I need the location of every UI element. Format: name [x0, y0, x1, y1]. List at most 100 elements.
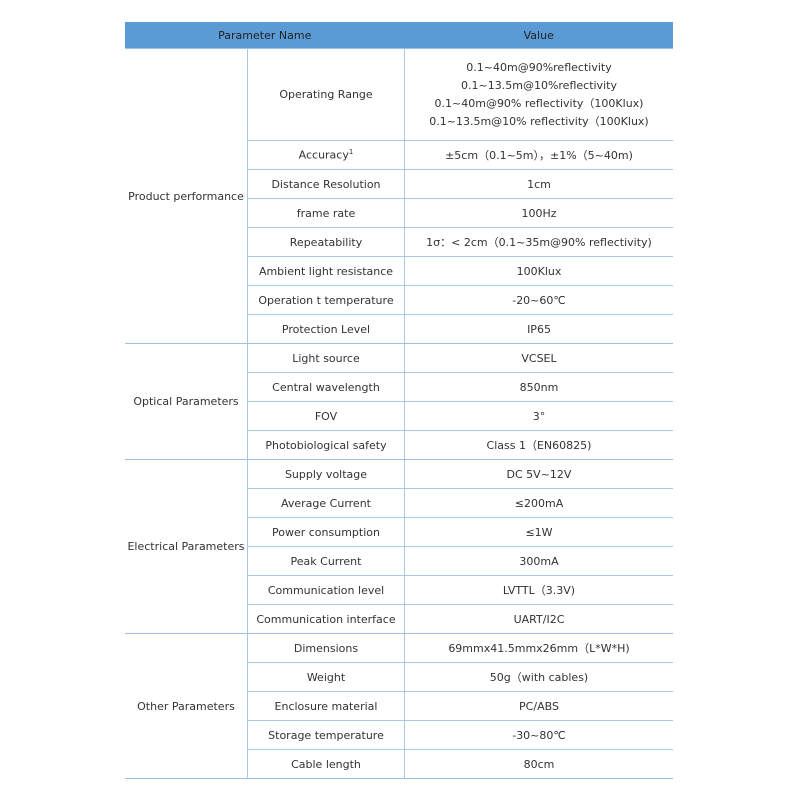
value-line: 0.1~40m@90%reflectivity: [466, 60, 612, 74]
parameter-name: Central wavelength: [247, 372, 405, 402]
table-row: Weight 50g（with cables): [125, 662, 673, 692]
parameter-name-text: Peak Current: [290, 554, 362, 568]
parameter-value: 3°: [404, 401, 673, 431]
parameter-name-text: Distance Resolution: [271, 177, 381, 191]
parameter-name: Cable length: [247, 749, 405, 779]
parameter-name: Dimensions: [247, 633, 405, 663]
parameter-name-text: Accuracy: [298, 148, 349, 162]
parameter-name-text: Communication interface: [256, 612, 396, 626]
parameter-value: 300mA: [404, 546, 673, 576]
parameter-name: Ambient light resistance: [247, 256, 405, 286]
parameter-name: Photobiological safety: [247, 430, 405, 460]
parameter-name: Supply voltage: [247, 459, 405, 489]
parameter-value: VCSEL: [404, 343, 673, 373]
parameter-value: 80cm: [404, 749, 673, 779]
parameter-value: LVTTL（3.3V): [404, 575, 673, 605]
table-row: Accuracy1 ±5cm（0.1~5m），±1%（5~40m): [125, 140, 673, 170]
parameter-name-text: frame rate: [296, 206, 356, 220]
table-row: FOV 3°: [125, 401, 673, 431]
table-row: Repeatability 1σ：< 2cm（0.1~35m@90% reflec…: [125, 227, 673, 257]
parameter-value: 850nm: [404, 372, 673, 402]
table-row: Central wavelength 850nm: [125, 372, 673, 402]
parameter-name-text: Cable length: [291, 757, 361, 771]
parameter-value: ≤200mA: [404, 488, 673, 518]
parameter-value: UART/I2C: [404, 604, 673, 634]
table-row: Optical Parameters Light source VCSEL: [125, 343, 673, 460]
parameter-name-text: Enclosure material: [274, 699, 378, 713]
table-row: Product performance Operating Range 0.1~40…: [125, 48, 673, 344]
parameter-value: ±5cm（0.1~5m），±1%（5~40m): [404, 140, 673, 170]
parameter-name: Average Current: [247, 488, 405, 518]
parameter-name: Operation t temperature: [247, 285, 405, 315]
table-row: Operation t temperature -20~60℃: [125, 285, 673, 315]
header-value: Value: [404, 22, 673, 49]
value-line: 0.1~13.5m@10%reflectivity: [461, 78, 617, 92]
parameter-value: IP65: [404, 314, 673, 344]
parameter-value: 100Hz: [404, 198, 673, 228]
group-name: Product performance: [125, 48, 248, 344]
parameter-name-text: Light source: [292, 351, 360, 365]
parameter-name-text: Communication level: [267, 583, 385, 597]
table-row: Peak Current 300mA: [125, 546, 673, 576]
table-row: Electrical Parameters Supply voltage DC 5V…: [125, 459, 673, 634]
table-row: Power consumption ≤1W: [125, 517, 673, 547]
parameter-name-text: Ambient light resistance: [258, 264, 394, 278]
header-parameter-name: Parameter Name: [125, 22, 405, 49]
parameter-name-text: Weight: [306, 670, 346, 684]
group-name: Other Parameters: [125, 633, 248, 779]
parameter-name: Accuracy1: [247, 140, 405, 170]
parameter-value: -20~60℃: [404, 285, 673, 315]
parameter-value: 1σ：< 2cm（0.1~35m@90% reflectivity): [404, 227, 673, 257]
parameter-name: Storage temperature: [247, 720, 405, 750]
table-row: Ambient light resistance 100Klux: [125, 256, 673, 286]
table-row: Communication level LVTTL（3.3V): [125, 575, 673, 605]
value-line: 0.1~40m@90% reflectivity（100Klux): [434, 96, 644, 110]
parameter-name-text: Storage temperature: [268, 728, 384, 742]
parameter-name: Light source: [247, 343, 405, 373]
parameter-value: Class 1（EN60825): [404, 430, 673, 460]
parameter-value: 0.1~40m@90%reflectivity 0.1~13.5m@10%refl…: [404, 48, 673, 141]
parameter-name: Communication interface: [247, 604, 405, 634]
parameter-name: Enclosure material: [247, 691, 405, 721]
parameter-name: Weight: [247, 662, 405, 692]
parameter-name-text: Protection Level: [281, 322, 371, 336]
spec-table: Parameter Name Value Product performance…: [125, 22, 673, 779]
parameter-value: 50g（with cables): [404, 662, 673, 692]
parameter-name: Operating Range: [247, 48, 405, 141]
parameter-value: PC/ABS: [404, 691, 673, 721]
parameter-value: -30~80℃: [404, 720, 673, 750]
parameter-name: Communication level: [247, 575, 405, 605]
group-name: Optical Parameters: [125, 343, 248, 460]
table-row: Enclosure material PC/ABS: [125, 691, 673, 721]
parameter-name-text: Average Current: [281, 496, 371, 510]
parameter-value: 100Klux: [404, 256, 673, 286]
table-row: Average Current ≤200mA: [125, 488, 673, 518]
parameter-value: 69mmx41.5mmx26mm（L*W*H): [404, 633, 673, 663]
parameter-value: 1cm: [404, 169, 673, 199]
table-row: Other Parameters Dimensions 69mmx41.5mmx26…: [125, 633, 673, 779]
table-header: Parameter Name Value: [125, 22, 673, 49]
parameter-name: Power consumption: [247, 517, 405, 547]
parameter-value: ≤1W: [404, 517, 673, 547]
parameter-name-text: Dimensions: [293, 641, 359, 655]
parameter-name-text: FOV: [314, 409, 338, 423]
parameter-name-text: Central wavelength: [272, 380, 380, 394]
footnote-marker: 1: [348, 148, 354, 157]
parameter-value: DC 5V~12V: [404, 459, 673, 489]
parameter-name: FOV: [247, 401, 405, 431]
value-line: 0.1~13.5m@10% reflectivity（100Klux): [429, 114, 649, 128]
parameter-name: Repeatability: [247, 227, 405, 257]
parameter-name: Peak Current: [247, 546, 405, 576]
parameter-name-text: Operation t temperature: [258, 293, 394, 307]
group-name: Electrical Parameters: [125, 459, 248, 634]
parameter-name-text: Repeatability: [289, 235, 363, 249]
table-row: Cable length 80cm: [125, 749, 673, 779]
table-row: Storage temperature -30~80℃: [125, 720, 673, 750]
parameter-name-text: Photobiological safety: [265, 438, 387, 452]
parameter-name: frame rate: [247, 198, 405, 228]
table-row: frame rate 100Hz: [125, 198, 673, 228]
parameter-name-text: Power consumption: [272, 525, 380, 539]
table-row: Protection Level IP65: [125, 314, 673, 344]
parameter-name-text: Operating Range: [279, 88, 373, 101]
table-row: Distance Resolution 1cm: [125, 169, 673, 199]
